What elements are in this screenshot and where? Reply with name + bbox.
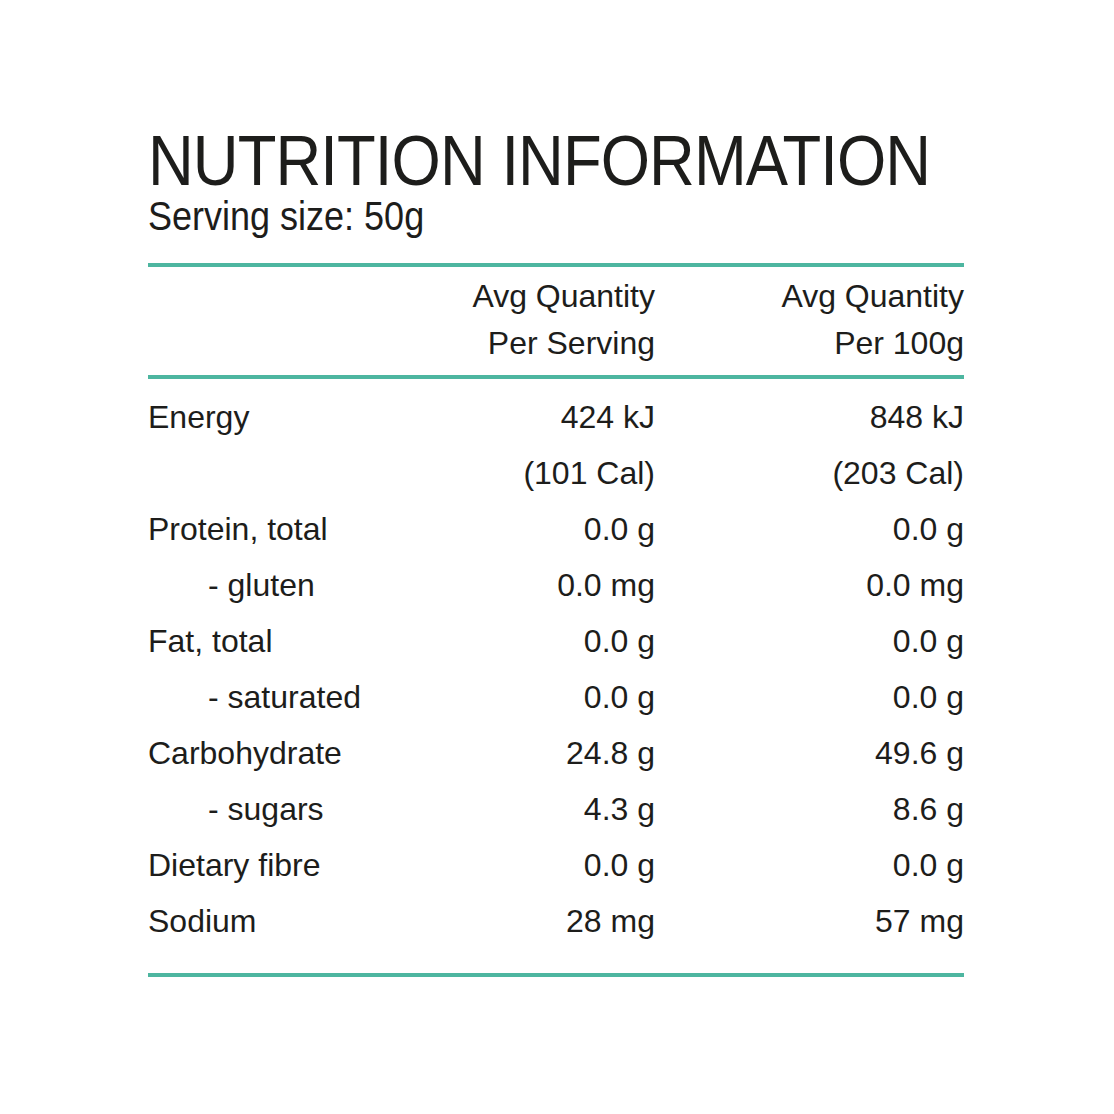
row-per-100g-value: 8.6 g (655, 781, 964, 837)
nutrition-sheet: NUTRITION INFORMATION Serving size: 50g … (148, 0, 964, 977)
table-row-saturated: - saturated 0.0 g 0.0 g (148, 669, 964, 725)
row-per-100g-value: 57 mg (655, 893, 964, 949)
row-per-100g-value: 0.0 mg (655, 557, 964, 613)
row-label: Fat, total (148, 613, 398, 669)
header-per-100g: Avg Quantity Per 100g (655, 273, 964, 367)
row-per-serving-value: 4.3 g (398, 781, 655, 837)
header-per-serving-line1: Avg Quantity (398, 273, 655, 320)
row-per-serving-value: 24.8 g (398, 725, 655, 781)
table-row-dietary-fibre: Dietary fibre 0.0 g 0.0 g (148, 837, 964, 893)
row-per-serving-value: 0.0 mg (398, 557, 655, 613)
row-per-100g-value: 0.0 g (655, 837, 964, 893)
table-row-fat: Fat, total 0.0 g 0.0 g (148, 613, 964, 669)
row-label: Protein, total (148, 501, 398, 557)
table-row-sugars: - sugars 4.3 g 8.6 g (148, 781, 964, 837)
header-spacer (148, 273, 398, 367)
divider-bottom (148, 973, 964, 977)
table-row-protein: Protein, total 0.0 g 0.0 g (148, 501, 964, 557)
nutrition-panel: NUTRITION INFORMATION Serving size: 50g … (0, 0, 1114, 1114)
header-per-100g-line2: Per 100g (655, 320, 964, 367)
row-per-100g-value: 848 kJ (655, 389, 964, 445)
row-per-100g-value: 0.0 g (655, 501, 964, 557)
row-per-serving-value: 0.0 g (398, 837, 655, 893)
row-label: Dietary fibre (148, 837, 398, 893)
row-label: Carbohydrate (148, 725, 398, 781)
page-title: NUTRITION INFORMATION (148, 126, 886, 196)
table-body: Energy 424 kJ 848 kJ (101 Cal) (203 Cal)… (148, 379, 964, 949)
row-per-serving-value: 28 mg (398, 893, 655, 949)
serving-size-text: Serving size: 50g (148, 196, 882, 236)
table-row-gluten: - gluten 0.0 mg 0.0 mg (148, 557, 964, 613)
table-row-energy: Energy 424 kJ 848 kJ (148, 389, 964, 445)
row-label: Sodium (148, 893, 398, 949)
header-per-100g-line1: Avg Quantity (655, 273, 964, 320)
row-per-serving-value: 424 kJ (398, 389, 655, 445)
table-row-energy-cal: (101 Cal) (203 Cal) (148, 445, 964, 501)
row-per-serving-value: 0.0 g (398, 669, 655, 725)
row-per-100g-value: 0.0 g (655, 613, 964, 669)
row-per-serving-value: 0.0 g (398, 613, 655, 669)
row-label (148, 445, 398, 501)
row-label: - saturated (148, 669, 398, 725)
row-per-100g-value: (203 Cal) (655, 445, 964, 501)
row-per-serving-value: (101 Cal) (398, 445, 655, 501)
row-per-100g-value: 49.6 g (655, 725, 964, 781)
row-label: - gluten (148, 557, 398, 613)
row-per-100g-value: 0.0 g (655, 669, 964, 725)
header-per-serving: Avg Quantity Per Serving (398, 273, 655, 367)
table-row-carbohydrate: Carbohydrate 24.8 g 49.6 g (148, 725, 964, 781)
table-header-row: Avg Quantity Per Serving Avg Quantity Pe… (148, 267, 964, 367)
table-row-sodium: Sodium 28 mg 57 mg (148, 893, 964, 949)
header-per-serving-line2: Per Serving (398, 320, 655, 367)
row-label: Energy (148, 389, 398, 445)
row-per-serving-value: 0.0 g (398, 501, 655, 557)
row-label: - sugars (148, 781, 398, 837)
